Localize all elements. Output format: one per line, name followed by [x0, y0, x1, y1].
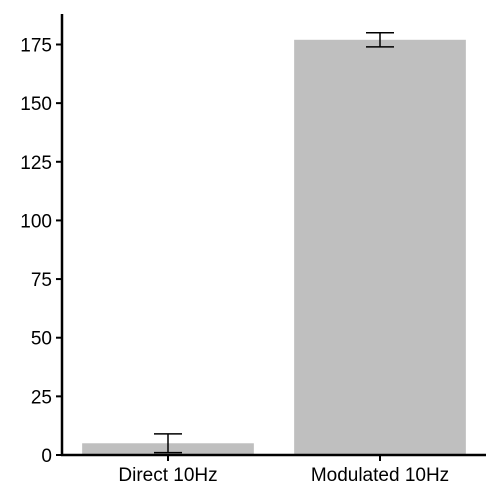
- bars: [82, 39, 466, 455]
- x-tick-label: Modulated 10Hz: [311, 465, 449, 486]
- bar-1: [294, 39, 466, 455]
- y-tick-label: 75: [31, 270, 52, 291]
- x-axis-tick-labels: Direct 10Hz Modulated 10Hz: [118, 455, 449, 486]
- y-tick-label: 25: [31, 387, 52, 408]
- y-axis-ticks: 0 25 50 75 100 125 150 175: [20, 35, 62, 467]
- y-tick-label: 175: [20, 35, 52, 56]
- x-tick-label: Direct 10Hz: [118, 465, 217, 486]
- y-tick-label: 50: [31, 329, 52, 350]
- y-tick-label: 125: [20, 153, 52, 174]
- y-tick-label: 100: [20, 211, 52, 232]
- y-tick-label: 0: [41, 446, 52, 467]
- error-bars: [154, 32, 394, 454]
- y-tick-label: 150: [20, 94, 52, 115]
